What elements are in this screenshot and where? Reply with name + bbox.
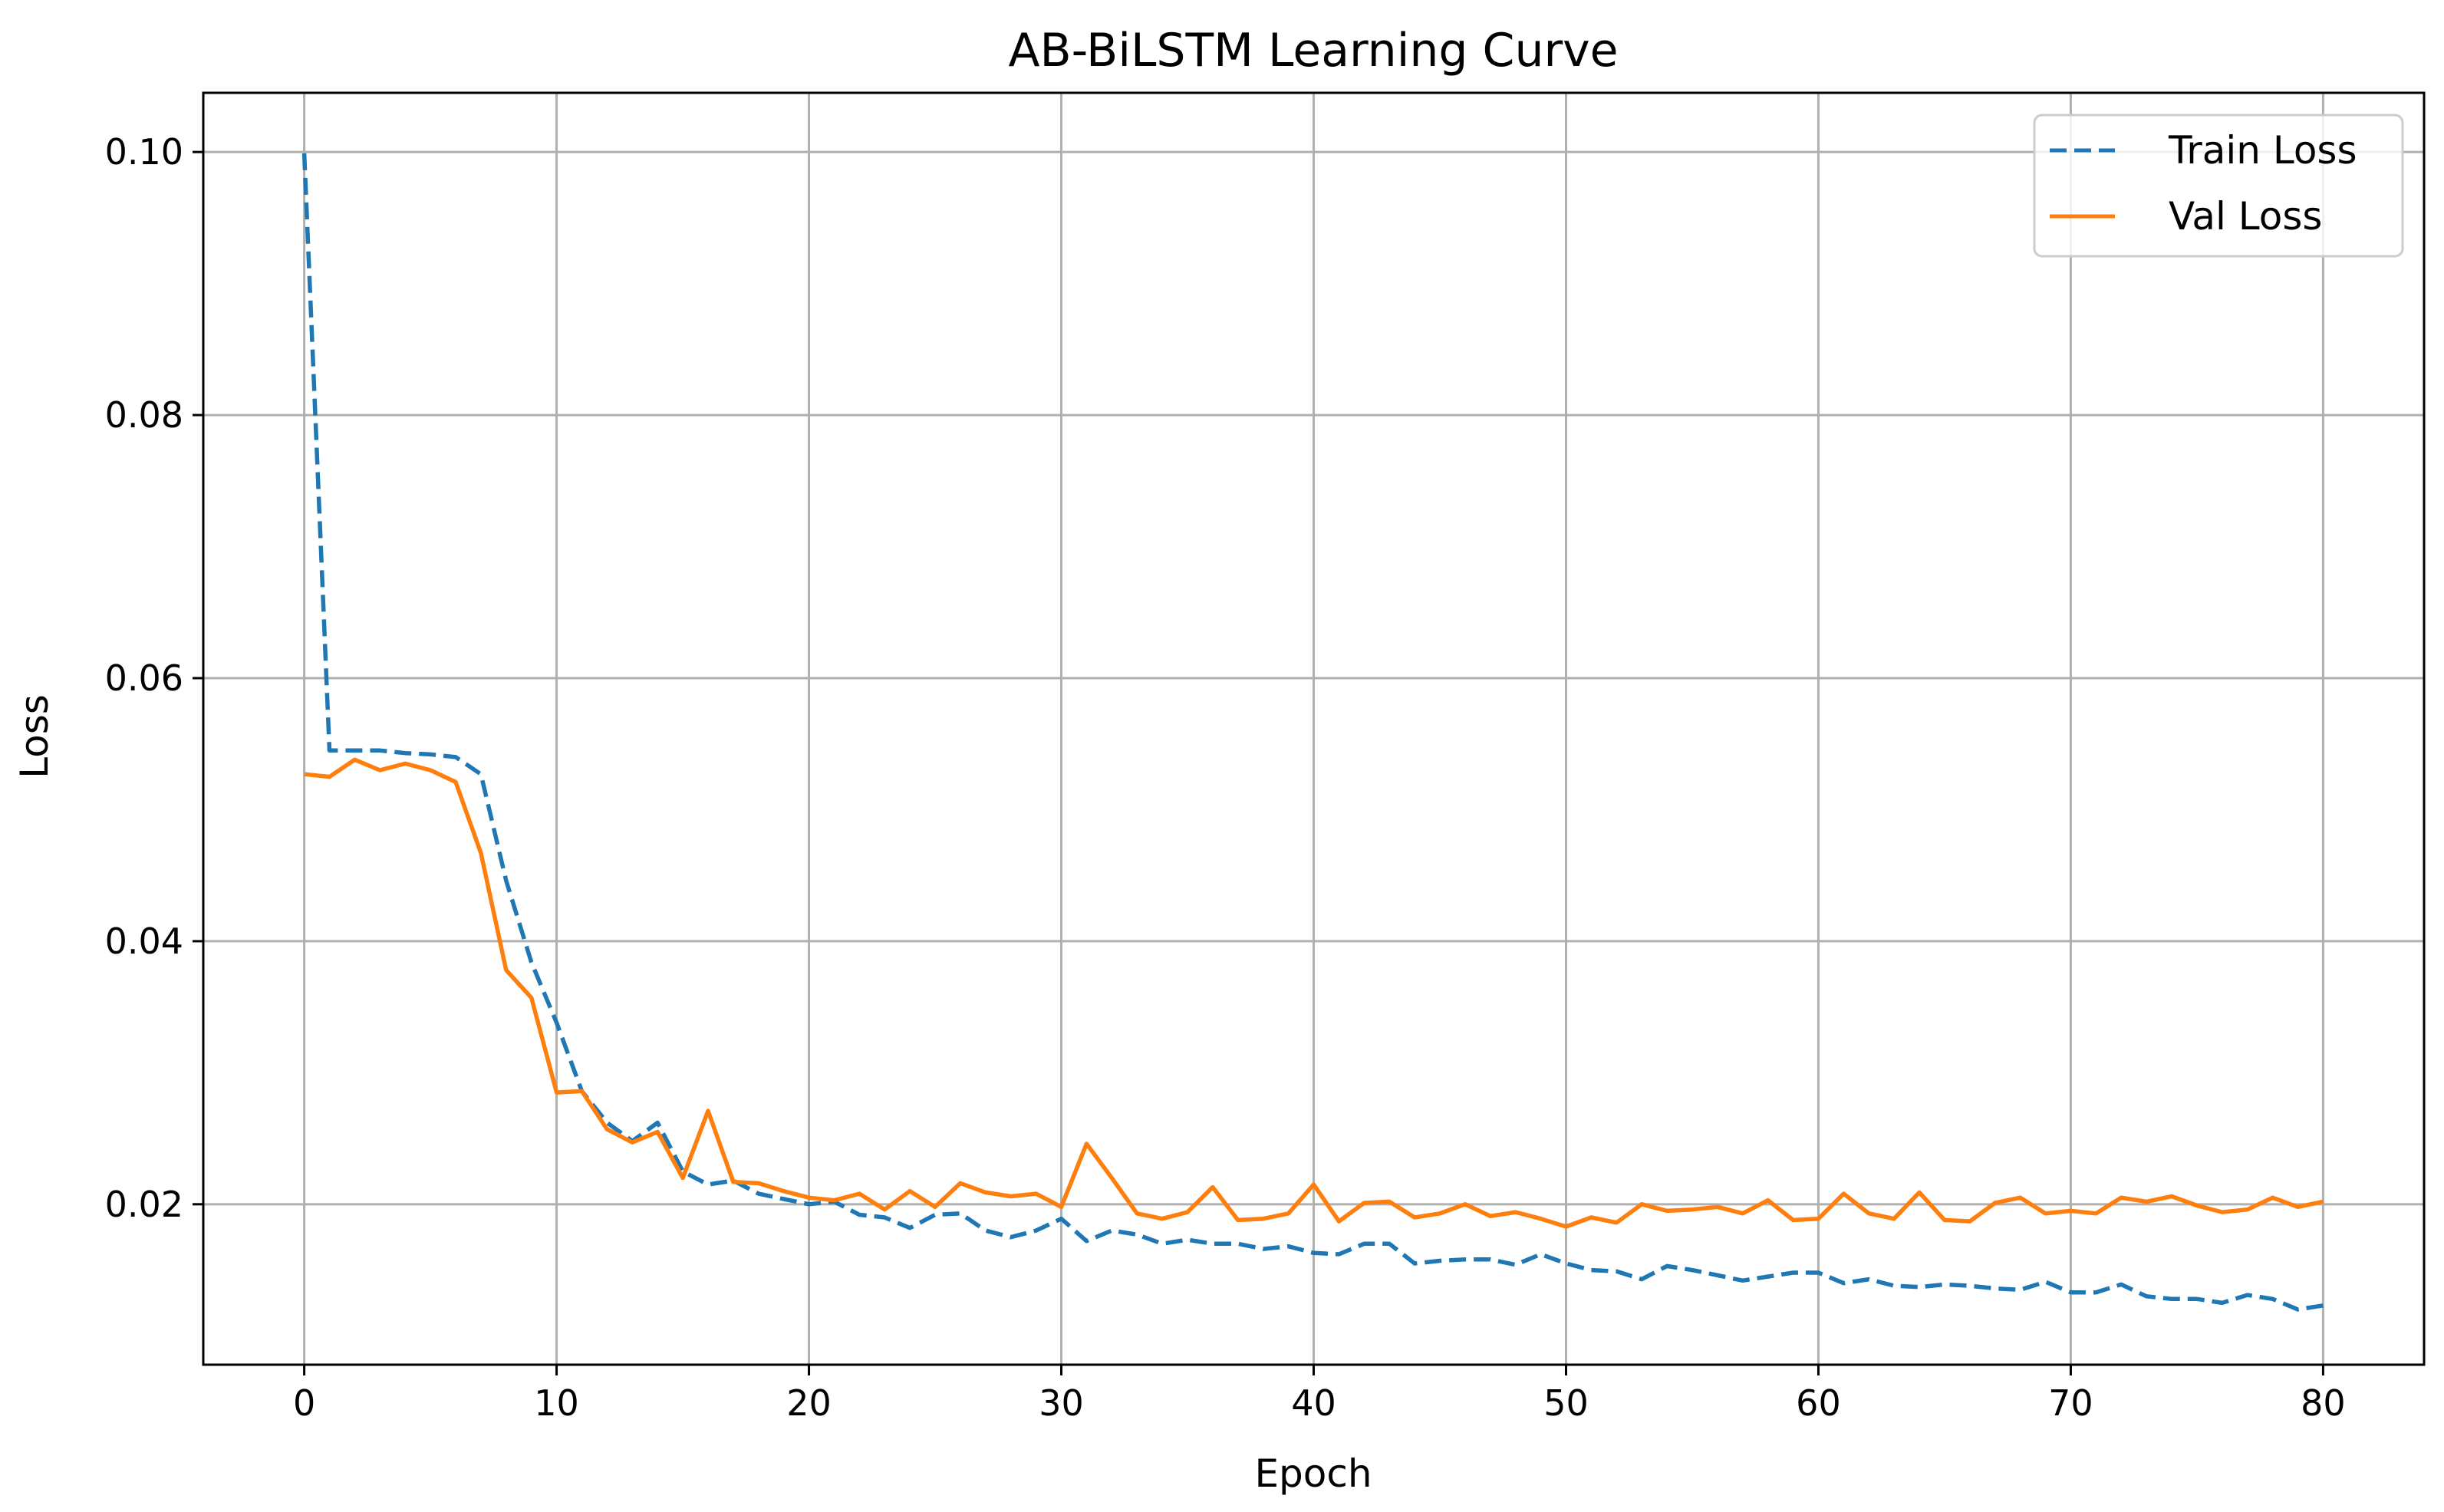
legend-box (2033, 114, 2404, 258)
legend-train-loss-label: Train Loss (2168, 128, 2357, 173)
x-tick-label: 0 (293, 1382, 315, 1424)
chart-title: AB-BiLSTM Learning Curve (1008, 24, 1618, 77)
x-tick-label: 80 (2301, 1382, 2346, 1424)
x-tick-label: 40 (1291, 1382, 1336, 1424)
legend: Train Loss Val Loss (2033, 114, 2404, 258)
y-tick-label: 0.04 (105, 921, 183, 962)
y-axis-label: Loss (12, 694, 57, 779)
x-tick-label: 10 (534, 1382, 579, 1424)
grid-lines (203, 93, 2424, 1365)
series-line-train-loss (301, 153, 2324, 1312)
y-tick-label: 0.08 (105, 394, 183, 436)
x-tick-label: 70 (2048, 1382, 2093, 1424)
x-tick-label: 50 (1543, 1382, 1589, 1424)
y-tick-label: 0.10 (105, 131, 183, 173)
x-axis-label: Epoch (1254, 1451, 1372, 1496)
series-line-val-loss (304, 757, 2324, 1229)
x-tick-label: 30 (1039, 1382, 1084, 1424)
legend-val-loss-label: Val Loss (2169, 194, 2322, 239)
axis-ticks: 0 10 20 30 40 50 60 70 80 0.02 0.04 0.06 0.08 0.10 (105, 131, 2346, 1424)
y-tick-label: 0.02 (105, 1184, 183, 1225)
y-tick-label: 0.06 (105, 657, 183, 699)
plot-series (301, 153, 2324, 1312)
x-tick-label: 60 (1796, 1382, 1841, 1424)
plot-frame (202, 91, 2426, 1366)
x-tick-label: 20 (786, 1382, 832, 1424)
